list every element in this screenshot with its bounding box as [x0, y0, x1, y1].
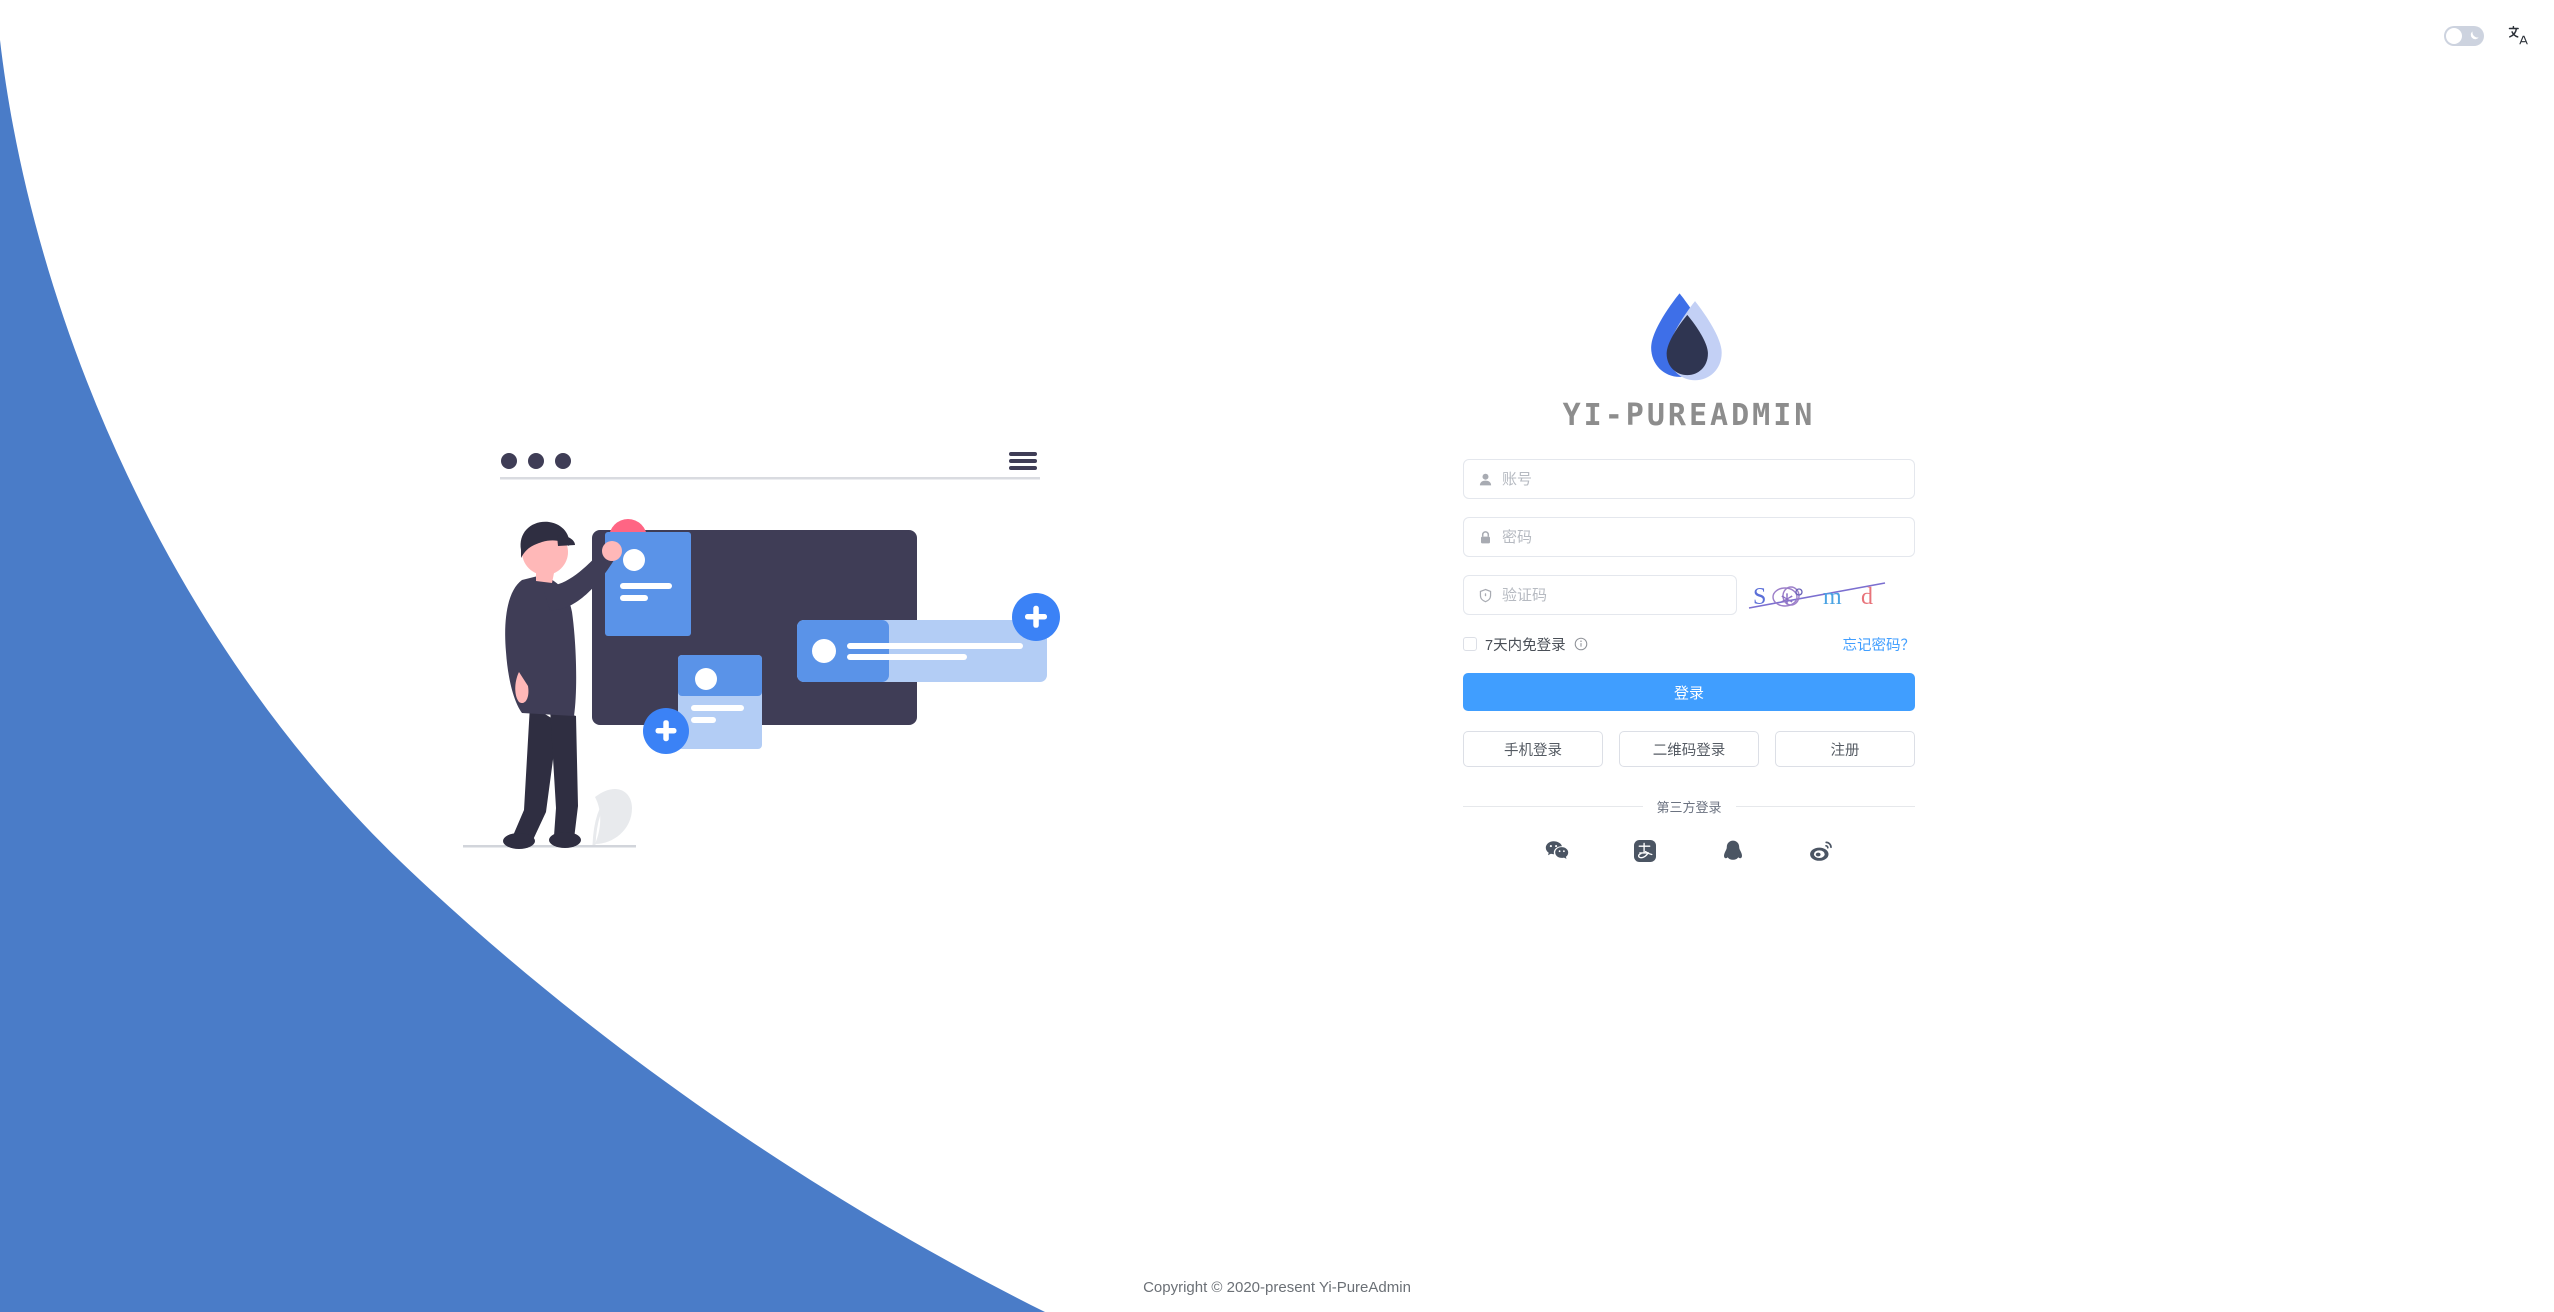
options-row: 7天内免登录 忘记密码？	[1463, 633, 1915, 655]
third-party-providers	[1463, 838, 1915, 864]
qrcode-login-button[interactable]: 二维码登录	[1619, 731, 1759, 767]
alipay-login-icon[interactable]	[1632, 838, 1658, 864]
divider-line-right	[1735, 806, 1916, 807]
third-party-label: 第三方登录	[1656, 800, 1722, 815]
phone-login-button[interactable]: 手机登录	[1463, 731, 1603, 767]
weibo-login-icon[interactable]	[1808, 838, 1834, 864]
register-button[interactable]: 注册	[1775, 731, 1915, 767]
captcha-input[interactable]	[1502, 586, 1722, 604]
captcha-row: S ⁎ m d	[1463, 575, 1915, 615]
svg-text:⁎: ⁎	[1781, 584, 1793, 610]
top-controls	[2254, 0, 2554, 72]
brand: YI-PUREADMIN	[1463, 290, 1915, 433]
svg-text:m: m	[1823, 584, 1842, 610]
dark-mode-toggle[interactable]	[2444, 26, 2484, 46]
qq-login-icon[interactable]	[1720, 838, 1746, 864]
forgot-password-link[interactable]: 忘记密码？	[1842, 637, 1916, 654]
svg-text:S: S	[1753, 584, 1766, 610]
translate-icon[interactable]	[2506, 23, 2532, 49]
moon-icon	[2470, 31, 2479, 40]
login-panel: YI-PUREADMIN	[1463, 290, 1916, 864]
password-input[interactable]	[1502, 528, 1900, 546]
illustration-browser-bar	[500, 452, 1040, 480]
remember-me-label: 7天内免登录	[1485, 637, 1566, 654]
checkbox-box[interactable]	[1463, 637, 1477, 651]
page-title: YI-PUREADMIN	[1562, 398, 1816, 433]
username-field[interactable]	[1463, 459, 1915, 499]
user-icon	[1478, 472, 1493, 487]
wechat-login-icon[interactable]	[1544, 838, 1570, 864]
third-party-divider: 第三方登录	[1463, 797, 1916, 816]
illustration-person	[503, 521, 622, 849]
password-field[interactable]	[1463, 517, 1915, 557]
username-input[interactable]	[1502, 470, 1900, 488]
shield-icon	[1478, 588, 1493, 603]
svg-text:d: d	[1861, 584, 1873, 610]
remember-me-checkbox[interactable]: 7天内免登录	[1463, 634, 1588, 655]
toggle-knob	[2446, 28, 2462, 44]
login-button[interactable]: 登录	[1463, 673, 1915, 711]
captcha-field[interactable]	[1463, 575, 1737, 615]
lock-icon	[1478, 530, 1493, 545]
login-illustration	[462, 440, 1122, 870]
captcha-image[interactable]: S ⁎ m d	[1747, 575, 1887, 615]
copyright-footer: Copyright © 2020-present Yi-PureAdmin	[1143, 1279, 1411, 1296]
alt-login-buttons: 手机登录 二维码登录 注册	[1463, 731, 1915, 767]
info-circle-icon[interactable]	[1574, 637, 1588, 651]
water-drop-logo	[1651, 293, 1722, 381]
divider-line-left	[1463, 806, 1643, 807]
